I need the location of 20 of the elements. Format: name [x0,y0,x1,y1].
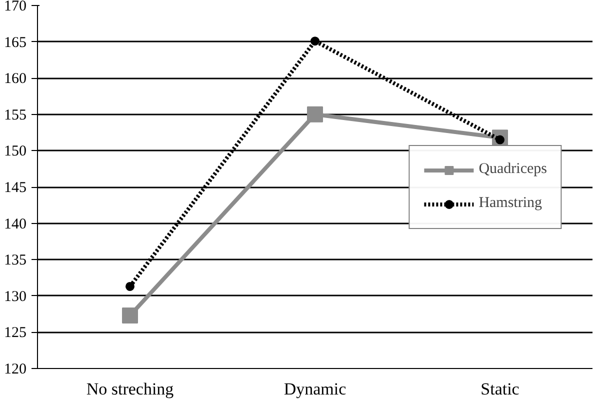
point [307,106,323,122]
y-tick-label: 145 [4,180,26,196]
point [126,282,134,291]
y-tick-label: 125 [4,325,26,342]
legend-label: Quadriceps [478,161,547,178]
point [310,36,320,46]
y-tick-label: 170 [4,0,26,14]
y-tick-label: 150 [4,144,26,160]
y-tick-label: 165 [4,34,26,51]
legend-label: Hamstring [478,195,542,212]
x-tick-label: No streching [86,380,174,398]
y-tick-label: 140 [4,216,26,232]
y-tick-label: 120 [4,362,26,378]
y-tick-label: 130 [4,288,26,305]
x-tick-label: Static [480,380,520,398]
x-tick-label: Dynamic [284,380,347,398]
y-tick-label: 155 [4,107,26,124]
y-tick-label: 135 [4,252,26,269]
point [122,308,138,324]
y-tick-label: 160 [4,71,26,88]
